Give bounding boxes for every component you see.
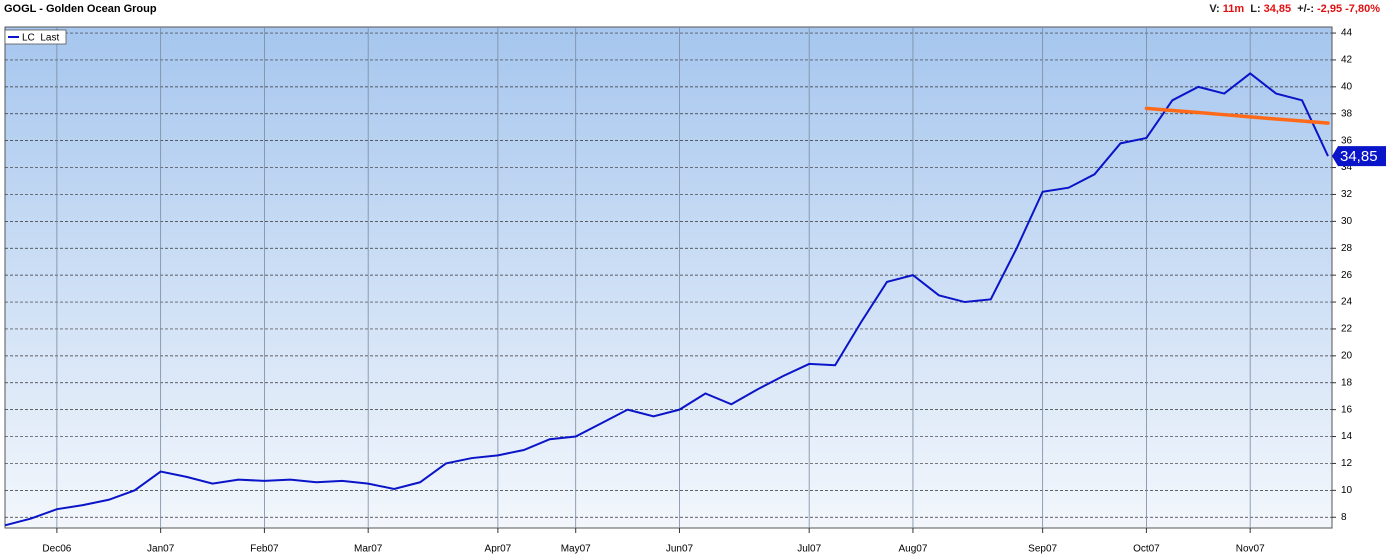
last-value: 34,85 [1263, 3, 1292, 15]
x-tick-label: Jul07 [797, 544, 821, 555]
trend-line [1144, 106, 1330, 125]
y-tick-label: 12 [1341, 458, 1353, 469]
legend-label: LC Last [22, 33, 59, 44]
y-tick-label: 20 [1341, 350, 1353, 361]
x-tick-label: Jun07 [666, 544, 694, 555]
x-tick-label: Sep07 [1028, 544, 1057, 555]
y-tick-label: 30 [1341, 216, 1353, 227]
legend-box [4, 29, 67, 45]
y-tick-label: 32 [1341, 189, 1353, 200]
y-tick-label: 18 [1341, 377, 1353, 388]
x-tick-label: Dec06 [42, 544, 71, 555]
change-value: -2,95 -7,80% [1317, 3, 1380, 15]
volume-value: 11m [1222, 3, 1245, 15]
x-tick-label: Oct07 [1133, 544, 1160, 555]
header-stats: V: 11m L: 34,85 +/-: -2,95 -7,80% [1206, 3, 1380, 15]
last-label: L: [1250, 3, 1261, 15]
x-tick-label: Apr07 [485, 544, 512, 555]
y-tick-label: 26 [1341, 270, 1353, 281]
plot-area [4, 26, 1333, 529]
x-tick-label: Nov07 [1236, 544, 1265, 555]
price-line [4, 72, 1329, 527]
y-tick-label: 38 [1341, 108, 1353, 119]
last-value-label: 34,85 [1340, 148, 1378, 165]
y-tick-label: 40 [1341, 81, 1353, 92]
y-tick-label: 22 [1341, 324, 1353, 335]
x-tick-label: Aug07 [898, 544, 927, 555]
x-tick-label: May07 [561, 544, 591, 555]
volume-label: V: [1209, 3, 1220, 15]
y-tick-label: 44 [1341, 28, 1353, 39]
x-tick-label: Feb07 [250, 544, 279, 555]
y-tick-label: 34 [1341, 162, 1353, 173]
y-tick-label: 10 [1341, 485, 1353, 496]
y-tick-label: 28 [1341, 243, 1353, 254]
y-tick-label: 14 [1341, 431, 1353, 442]
x-tick-label: Mar07 [354, 544, 383, 555]
y-tick-label: 24 [1341, 297, 1353, 308]
y-tick-label: 16 [1341, 404, 1353, 415]
y-tick-label: 8 [1341, 512, 1347, 523]
y-tick-label: 42 [1341, 55, 1353, 66]
x-tick-label: Jan07 [147, 544, 175, 555]
change-label: +/-: [1297, 3, 1315, 15]
y-tick-label: 36 [1341, 135, 1353, 146]
last-value-box [1332, 146, 1386, 167]
header-title: GOGL - Golden Ocean Group [4, 3, 157, 15]
